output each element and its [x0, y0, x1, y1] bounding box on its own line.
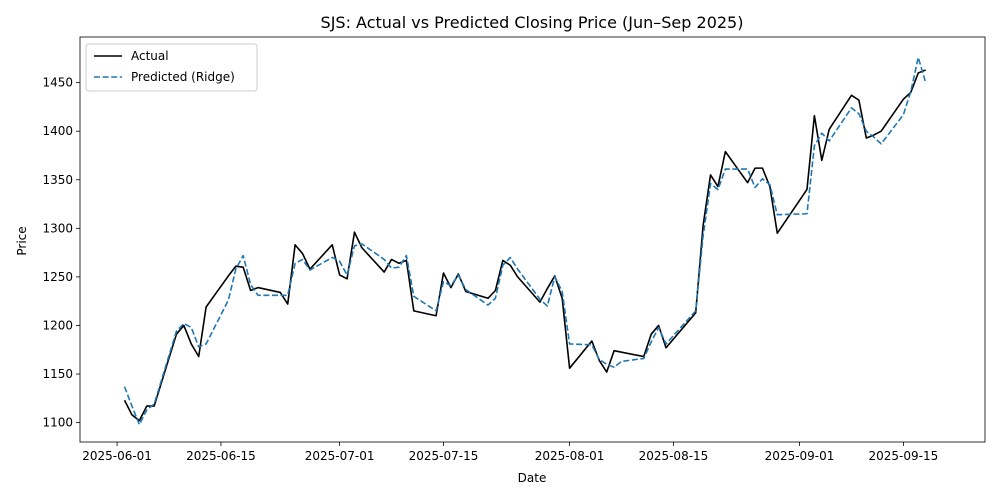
- y-tick-label: 1350: [42, 173, 73, 187]
- plot-area: [80, 37, 985, 442]
- x-tick-label: 2025-06-01: [82, 449, 152, 463]
- x-tick-label: 2025-08-01: [535, 449, 605, 463]
- x-tick-label: 2025-09-15: [869, 449, 939, 463]
- y-axis-label: Price: [15, 226, 29, 255]
- x-tick-label: 2025-06-15: [186, 449, 256, 463]
- legend: Actual Predicted (Ridge): [85, 43, 258, 92]
- y-tick-label: 1400: [42, 124, 73, 138]
- plot-frame: [79, 36, 986, 443]
- x-tick-label: 2025-07-01: [305, 449, 375, 463]
- legend-label-predicted: Predicted (Ridge): [131, 70, 235, 84]
- x-tick-label: 2025-07-15: [409, 449, 479, 463]
- y-tick-label: 1150: [42, 367, 73, 381]
- legend-box: [85, 43, 258, 92]
- x-axis-label: Date: [518, 471, 547, 485]
- y-axis-ticks: 1100 1150 1200 1250 1300 1350 1400 1450: [42, 76, 80, 430]
- y-tick-label: 1200: [42, 318, 73, 332]
- y-tick-label: 1250: [42, 270, 73, 284]
- y-tick-label: 1450: [42, 76, 73, 90]
- x-tick-label: 2025-09-01: [765, 449, 835, 463]
- legend-label-actual: Actual: [131, 49, 169, 63]
- x-tick-label: 2025-08-15: [639, 449, 709, 463]
- x-axis-ticks: 2025-06-01 2025-06-15 2025-07-01 2025-07-15…: [82, 442, 938, 463]
- plot-border: [79, 36, 986, 443]
- series-line-actual: [123, 69, 926, 422]
- series-line-predicted: [123, 56, 927, 426]
- y-tick-label: 1100: [42, 416, 73, 430]
- series-layer: [123, 56, 927, 426]
- chart-title: SJS: Actual vs Predicted Closing Price (…: [321, 13, 744, 32]
- y-tick-label: 1300: [42, 221, 73, 235]
